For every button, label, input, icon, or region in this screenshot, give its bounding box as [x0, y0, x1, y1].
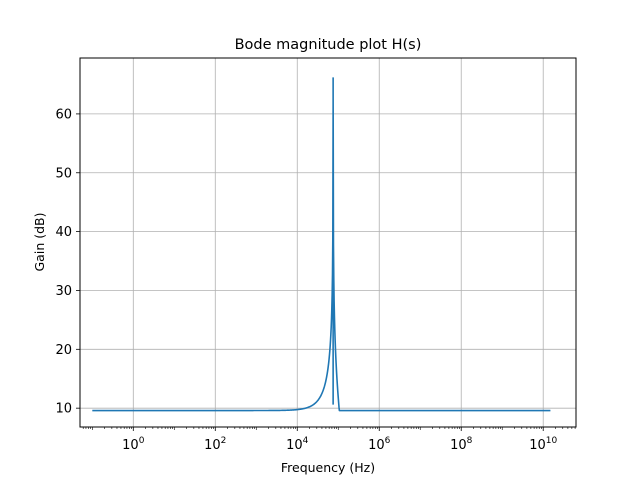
x-tick-base: 10	[122, 438, 139, 453]
x-tick-exponent: 0	[139, 436, 145, 446]
x-tick-base: 10	[529, 438, 546, 453]
x-tick-exponent: 4	[303, 436, 309, 446]
x-tick-base: 10	[204, 438, 221, 453]
x-tick-label: 108	[450, 436, 473, 453]
x-tick-exponent: 8	[467, 436, 473, 446]
x-tick-base: 10	[286, 438, 303, 453]
plot-frame	[79, 57, 577, 428]
grid	[80, 58, 576, 427]
y-tick-label: 60	[55, 107, 72, 122]
y-tick-label: 20	[55, 343, 72, 358]
x-tick-exponent: 2	[221, 436, 227, 446]
x-tick-label: 102	[204, 436, 226, 453]
x-tick-label: 104	[286, 436, 309, 453]
x-axis-label: Frequency (Hz)	[281, 460, 375, 475]
x-tick-exponent: 6	[385, 436, 391, 446]
y-tick-label: 30	[55, 284, 72, 299]
x-tick-label: 1010	[529, 436, 557, 453]
x-tick-label: 100	[122, 436, 145, 453]
y-tick-label: 50	[55, 166, 72, 181]
gain-curve	[91, 77, 551, 412]
x-tick-exponent: 10	[546, 436, 558, 446]
x-tick-label: 106	[368, 436, 391, 453]
y-tick-label: 40	[55, 225, 72, 240]
x-tick-base: 10	[450, 438, 467, 453]
x-tick-base: 10	[368, 438, 385, 453]
series-layer	[91, 77, 551, 412]
y-tick-label: 10	[55, 402, 72, 417]
chart-title: Bode magnitude plot H(s)	[235, 37, 422, 53]
y-axis-label: Gain (dB)	[32, 213, 47, 272]
